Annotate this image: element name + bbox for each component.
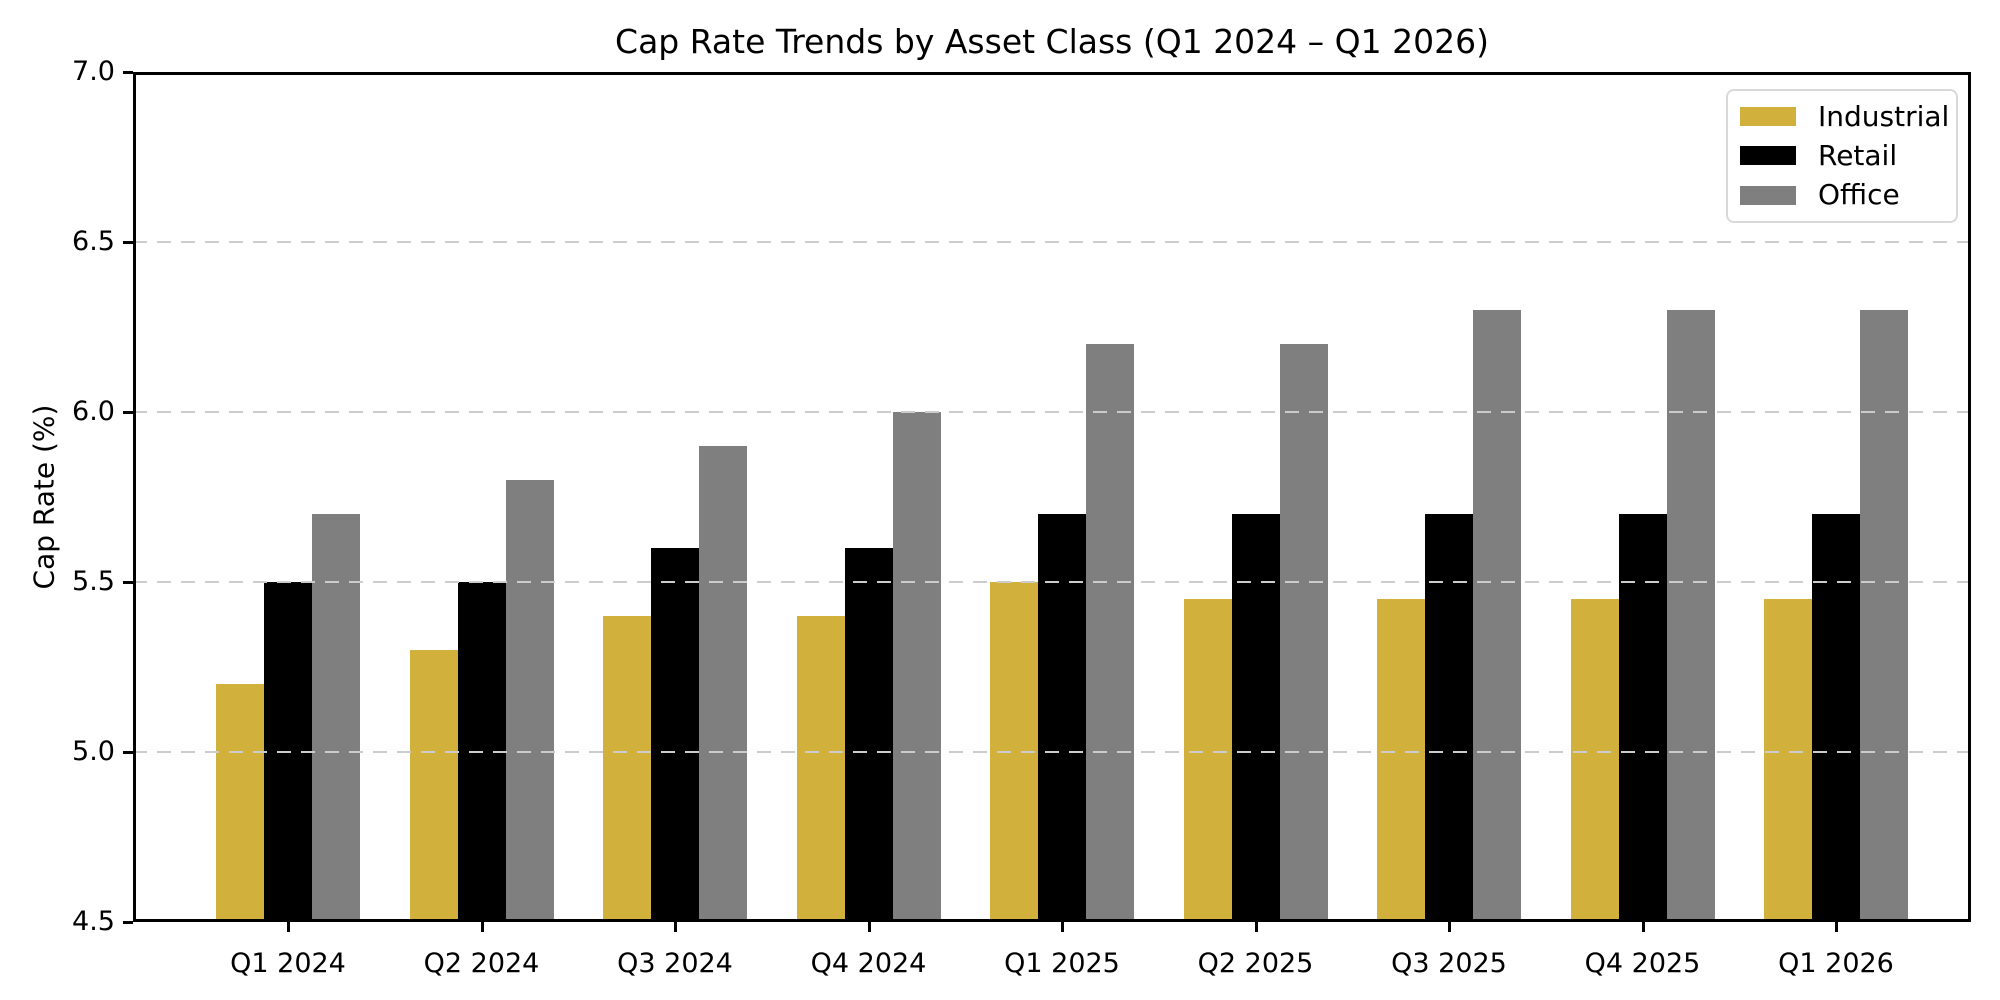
- gridline-6.5: [133, 241, 1971, 243]
- legend: Industrial Retail Office: [1726, 89, 1958, 223]
- x-tick-mark-q3-2025: [1448, 922, 1451, 932]
- x-tick-label-q3-2024: Q3 2024: [617, 948, 733, 979]
- y-tick-mark-5.0: [123, 751, 133, 754]
- y-axis-label: Cap Rate (%): [27, 404, 61, 590]
- bar-industrial-q3-2024: [603, 616, 651, 922]
- x-tick-label-q1-2026: Q1 2026: [1778, 948, 1894, 979]
- legend-swatch-industrial-icon: [1740, 107, 1796, 127]
- bar-retail-q4-2024: [844, 548, 893, 922]
- x-tick-label-q1-2024: Q1 2024: [230, 948, 346, 979]
- bar-retail-q3-2025: [1425, 514, 1473, 922]
- y-tick-mark-5.5: [123, 581, 133, 584]
- bar-group-q3-2025: [1377, 72, 1521, 922]
- bar-group-q1-2024: [216, 72, 360, 922]
- bar-office-q2-2025: [1279, 344, 1328, 922]
- bar-retail-q2-2025: [1231, 514, 1280, 922]
- bar-office-q4-2025: [1666, 310, 1715, 922]
- bar-retail-q1-2025: [1038, 514, 1086, 922]
- bar-industrial-q2-2025: [1183, 599, 1232, 922]
- bar-office-q1-2026: [1860, 310, 1908, 922]
- x-tick-mark-q4-2025: [1641, 922, 1645, 932]
- y-tick-label-4.5: 4.5: [72, 906, 115, 937]
- y-axis-line: [133, 72, 136, 922]
- legend-item-retail: Retail: [1740, 138, 1944, 172]
- legend-item-industrial: Industrial: [1740, 102, 1949, 131]
- bar-group-q4-2024: [796, 72, 941, 922]
- bar-group-q1-2025: [990, 72, 1134, 922]
- legend-label-office: Office: [1818, 178, 1900, 212]
- bar-retail-q3-2024: [651, 548, 699, 922]
- y-tick-label-5.5: 5.5: [72, 566, 115, 597]
- bar-office-q2-2024: [505, 480, 554, 922]
- bar-retail-q1-2026: [1812, 514, 1860, 922]
- top-spine: [133, 72, 1971, 75]
- bar-group-q2-2025: [1183, 72, 1328, 922]
- y-tick-mark-6.0: [123, 411, 133, 414]
- y-tick-label-6.0: 6.0: [72, 396, 115, 427]
- x-tick-mark-q2-2025: [1254, 922, 1258, 932]
- legend-label-industrial: Industrial: [1818, 99, 1950, 133]
- bar-industrial-q2-2024: [409, 650, 458, 922]
- y-tick-mark-7.0: [123, 71, 133, 74]
- bar-office-q3-2024: [699, 446, 747, 922]
- x-tick-mark-q1-2026: [1835, 922, 1838, 932]
- bar-retail-q4-2025: [1618, 514, 1667, 922]
- bar-group-q3-2024: [603, 72, 747, 922]
- y-tick-label-7.0: 7.0: [72, 56, 115, 87]
- bar-industrial-q4-2024: [796, 616, 845, 922]
- bar-office-q4-2024: [892, 412, 941, 922]
- bar-industrial-q1-2026: [1764, 599, 1812, 922]
- gridline-5.5: [133, 581, 1971, 583]
- bar-group-q1-2026: [1764, 72, 1908, 922]
- gridline-5.0: [133, 751, 1971, 753]
- x-tick-label-q2-2024: Q2 2024: [423, 948, 540, 979]
- bar-office-q1-2025: [1086, 344, 1134, 922]
- legend-label-retail: Retail: [1818, 138, 1898, 172]
- bar-industrial-q4-2025: [1570, 599, 1619, 922]
- x-tick-mark-q4-2024: [867, 922, 871, 932]
- bar-industrial-q1-2024: [216, 684, 264, 922]
- x-axis-line: [133, 919, 1971, 922]
- legend-swatch-retail-icon: [1740, 146, 1796, 166]
- plot-area: [133, 72, 1971, 922]
- x-tick-label-q4-2025: Q4 2025: [1584, 948, 1701, 979]
- bar-group-q4-2025: [1570, 72, 1715, 922]
- x-tick-label-q4-2024: Q4 2024: [810, 948, 927, 979]
- bar-industrial-q3-2025: [1377, 599, 1425, 922]
- y-tick-mark-4.5: [123, 921, 133, 924]
- y-tick-mark-6.5: [123, 241, 133, 244]
- x-tick-mark-q3-2024: [674, 922, 677, 932]
- x-tick-mark-q1-2024: [287, 922, 290, 932]
- y-tick-label-6.5: 6.5: [72, 226, 115, 257]
- x-tick-label-q2-2025: Q2 2025: [1197, 948, 1314, 979]
- bar-office-q3-2025: [1473, 310, 1521, 922]
- right-spine: [1968, 72, 1971, 922]
- x-tick-mark-q2-2024: [480, 922, 484, 932]
- x-tick-label-q1-2025: Q1 2025: [1004, 948, 1120, 979]
- y-tick-label-5.0: 5.0: [72, 736, 115, 767]
- x-tick-mark-q1-2025: [1061, 922, 1064, 932]
- bar-group-q2-2024: [409, 72, 554, 922]
- legend-item-office: Office: [1740, 181, 1944, 209]
- legend-swatch-office-icon: [1740, 185, 1796, 205]
- x-tick-label-q3-2025: Q3 2025: [1391, 948, 1507, 979]
- gridline-6.0: [133, 411, 1971, 413]
- bar-office-q1-2024: [312, 514, 360, 922]
- chart-title: Cap Rate Trends by Asset Class (Q1 2024 …: [615, 22, 1489, 61]
